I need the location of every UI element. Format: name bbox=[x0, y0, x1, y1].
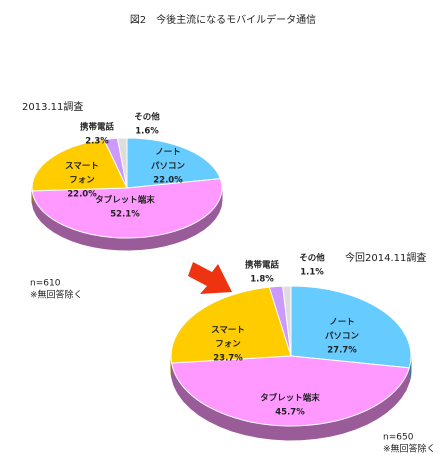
slice-label: フォン bbox=[215, 340, 241, 350]
slice-label: 携帯電話 bbox=[245, 260, 280, 271]
pie-title: 2013.11調査 bbox=[22, 100, 83, 113]
value-label: 2.3% bbox=[85, 137, 109, 147]
value-label: 22.0% bbox=[153, 176, 183, 186]
value-label: 23.7% bbox=[213, 354, 243, 364]
pie-slice bbox=[31, 178, 223, 239]
chart-title: 図2 今後主流になるモバイルデータ通信 bbox=[130, 13, 316, 26]
slice-label: スマート bbox=[65, 162, 99, 172]
pie-title: 今回2014.11調査 bbox=[345, 251, 426, 264]
value-label: 1.6% bbox=[135, 127, 159, 137]
slice-label: パソコン bbox=[325, 331, 360, 342]
pie-slice bbox=[290, 285, 412, 369]
slice-label: フォン bbox=[69, 176, 95, 186]
value-label: 1.8% bbox=[250, 275, 274, 285]
pie-slice bbox=[126, 137, 222, 189]
slice-label: その他 bbox=[299, 253, 325, 264]
slice-label: スマート bbox=[211, 326, 245, 336]
value-label: 1.1% bbox=[300, 268, 324, 278]
value-label: 45.7% bbox=[275, 408, 305, 418]
note: n=610 bbox=[30, 279, 61, 289]
value-label: 22.0% bbox=[67, 190, 97, 200]
note: ※無回答除く bbox=[30, 289, 83, 301]
slice-label: その他 bbox=[134, 112, 160, 123]
pie-slice bbox=[171, 355, 410, 427]
slice-label: タブレット端末 bbox=[95, 195, 155, 206]
slice-label: タブレット端末 bbox=[260, 393, 320, 404]
pie-slice bbox=[31, 138, 128, 192]
value-label: 52.1% bbox=[110, 210, 140, 220]
pie-slice bbox=[170, 286, 292, 364]
pie-slice bbox=[282, 285, 292, 357]
value-label: 27.7% bbox=[327, 346, 357, 356]
slice-label: 携帯電話 bbox=[80, 122, 115, 133]
note: n=650 bbox=[383, 433, 414, 443]
slice-label: ノート bbox=[155, 148, 181, 158]
arrow bbox=[188, 262, 232, 294]
pie-slice bbox=[116, 137, 128, 189]
slice-label: ノート bbox=[329, 318, 355, 328]
slice-label: パソコン bbox=[151, 161, 186, 172]
note: ※無回答除く bbox=[383, 443, 436, 455]
